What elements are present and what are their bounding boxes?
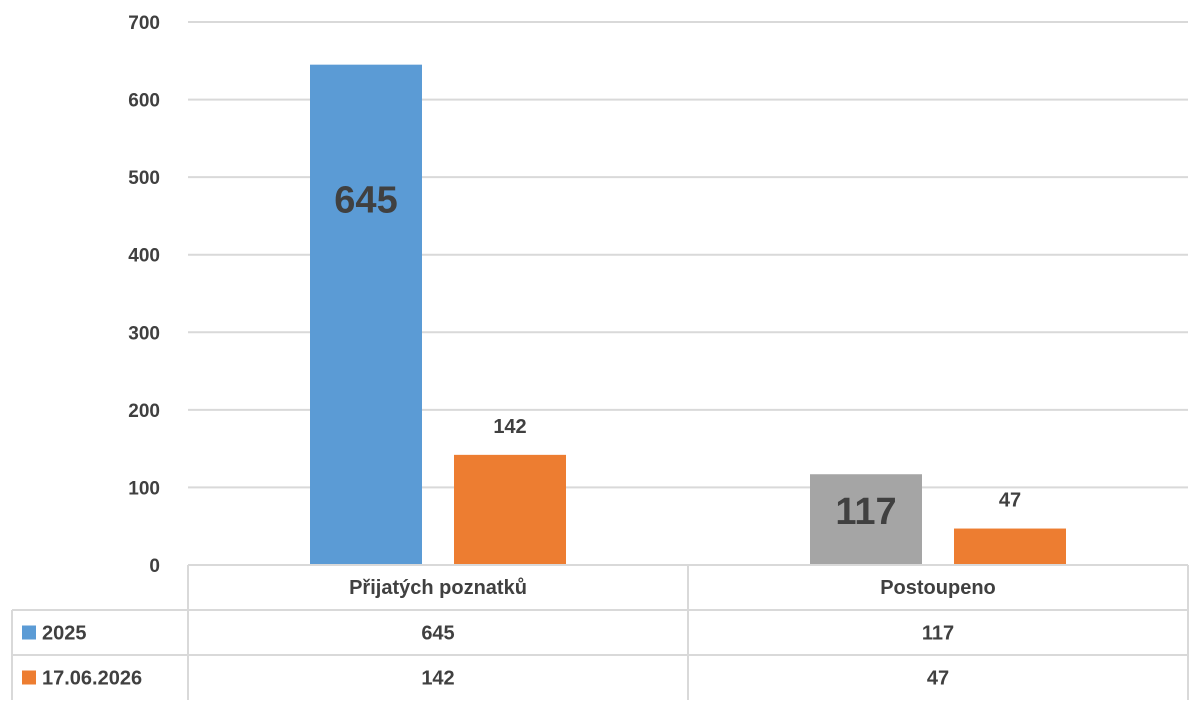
table-cell: 47 [927,668,949,690]
data-table: Přijatých poznatků Postoupeno 2025 645 117 17… [11,564,1189,700]
table-cell: 117 [922,623,954,645]
legend-swatch [22,670,36,685]
data-label: 117 [835,491,896,533]
legend-label: 2025 [42,623,87,645]
bar-17.06.2026-Postoupeno [954,528,1066,565]
y-tick-label: 300 [128,323,160,344]
bars [310,64,1066,566]
data-label: 645 [334,180,397,222]
data-labels: 645 142 117 47 [334,180,1021,534]
bar-17.06.2026-Přijatých poznatků [454,454,566,565]
y-tick-label: 100 [128,478,160,499]
y-tick-label: 0 [149,556,160,577]
bar-2025-Postoupeno [810,474,922,565]
data-label: 142 [493,416,526,438]
y-tick-label: 500 [128,168,160,189]
legend-swatch [22,625,36,640]
table-cell: 142 [421,668,454,690]
bar-2025-Přijatých poznatků [310,64,422,566]
y-tick-label: 200 [128,401,160,422]
data-label: 47 [999,490,1021,512]
x-category-label: Postoupeno [880,577,996,599]
legend-label: 17.06.2026 [42,668,142,690]
y-tick-label: 700 [128,13,160,34]
y-tick-label: 400 [128,246,160,267]
x-category-label: Přijatých poznatků [349,577,527,599]
table-cell: 645 [421,623,454,645]
y-tick-label: 600 [128,91,160,112]
y-axis-tick-labels: 0 100 200 300 400 500 600 700 [128,13,160,577]
